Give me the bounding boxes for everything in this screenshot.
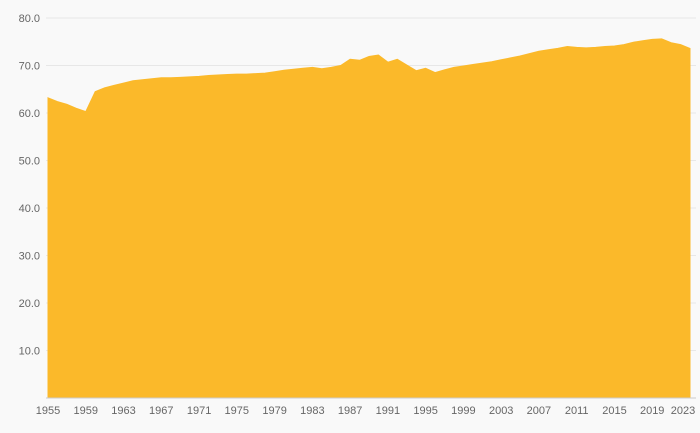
x-axis-tick-label: 2011 <box>565 405 589 417</box>
y-axis-tick-label: 80.0 <box>19 13 40 25</box>
x-axis-tick-label: 1959 <box>74 405 98 417</box>
x-axis-tick-label: 2007 <box>527 405 551 417</box>
x-axis-tick-label: 1983 <box>300 405 324 417</box>
y-axis-tick-label: 60.0 <box>19 108 40 120</box>
x-axis-tick-label: 1967 <box>149 405 173 417</box>
x-axis-tick-label: 2015 <box>602 405 626 417</box>
area-series <box>47 38 691 399</box>
x-axis-tick-label: 1963 <box>111 405 135 417</box>
x-axis-tick-label: 1955 <box>36 405 60 417</box>
y-axis-tick-label: 40.0 <box>19 203 40 215</box>
x-axis-tick-label: 2023 <box>671 405 695 417</box>
x-axis-tick-label: 1987 <box>338 405 362 417</box>
y-axis-tick-label: 70.0 <box>19 61 40 73</box>
y-axis-tick-label: 50.0 <box>19 156 40 168</box>
x-axis-tick-label: 1999 <box>451 405 475 417</box>
x-axis-tick-label: 1971 <box>187 405 211 417</box>
y-axis-tick-label: 20.0 <box>19 298 40 310</box>
x-axis-tick-label: 1979 <box>262 405 286 417</box>
x-axis-tick-label: 1995 <box>413 405 437 417</box>
x-axis-tick-label: 2003 <box>489 405 513 417</box>
x-axis-tick-label: 1975 <box>225 405 249 417</box>
x-axis-tick-label: 1991 <box>376 405 400 417</box>
y-axis-tick-label: 10.0 <box>19 346 40 358</box>
y-axis-tick-label: 30.0 <box>19 251 40 263</box>
x-axis-tick-label: 2019 <box>640 405 664 417</box>
